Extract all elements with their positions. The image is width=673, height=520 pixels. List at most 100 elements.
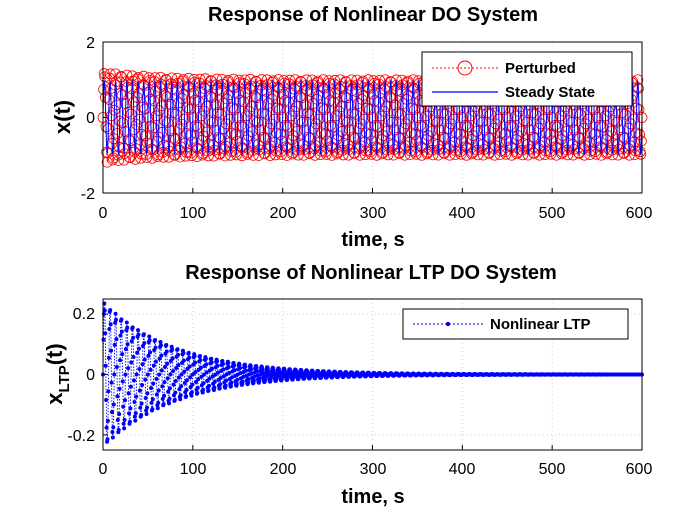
nonlinear-ltp-point bbox=[103, 363, 108, 368]
nonlinear-ltp-point bbox=[184, 394, 189, 399]
nonlinear-ltp-point bbox=[167, 396, 172, 401]
bottom-xtick-label: 500 bbox=[539, 461, 566, 478]
nonlinear-ltp-point bbox=[157, 356, 162, 361]
nonlinear-ltp-point bbox=[113, 320, 118, 325]
nonlinear-ltp-point bbox=[142, 357, 147, 362]
nonlinear-ltp-point bbox=[195, 385, 200, 390]
nonlinear-ltp-point bbox=[170, 347, 175, 352]
nonlinear-ltp-point bbox=[148, 367, 153, 372]
nonlinear-ltp-point bbox=[134, 394, 139, 399]
bottom-xtick-label: 300 bbox=[360, 461, 387, 478]
top-xtick-label: 500 bbox=[539, 205, 566, 222]
legend-steady-state-label: Steady State bbox=[505, 84, 595, 101]
nonlinear-ltp-point bbox=[160, 396, 165, 401]
bottom-xtick-label: 600 bbox=[626, 461, 653, 478]
nonlinear-ltp-point bbox=[207, 383, 211, 388]
nonlinear-ltp-point bbox=[243, 364, 248, 369]
perturbed-point bbox=[138, 70, 150, 82]
nonlinear-ltp-point bbox=[116, 427, 121, 432]
nonlinear-ltp-point bbox=[263, 374, 268, 379]
nonlinear-ltp-point bbox=[148, 350, 153, 355]
nonlinear-ltp-point bbox=[104, 398, 109, 403]
nonlinear-ltp-point bbox=[108, 308, 113, 313]
nonlinear-ltp-point bbox=[111, 402, 116, 407]
nonlinear-ltp-point bbox=[142, 341, 147, 346]
nonlinear-ltp-point bbox=[277, 370, 282, 375]
top-xtick-label: 300 bbox=[360, 205, 387, 222]
nonlinear-ltp-point bbox=[140, 344, 145, 349]
nonlinear-ltp-point bbox=[161, 402, 166, 407]
nonlinear-ltp-point bbox=[252, 374, 257, 379]
nonlinear-ltp-point bbox=[122, 417, 127, 422]
nonlinear-ltp-point bbox=[204, 362, 209, 367]
bottom-legend-box bbox=[402, 308, 629, 340]
nonlinear-ltp-point bbox=[136, 328, 141, 333]
nonlinear-ltp-point bbox=[110, 430, 115, 435]
nonlinear-ltp-point bbox=[246, 380, 251, 385]
nonlinear-ltp-point bbox=[229, 375, 234, 380]
nonlinear-ltp-point bbox=[145, 391, 150, 396]
bottom-xtick-label: 400 bbox=[449, 461, 476, 478]
top-xtick-label: 0 bbox=[99, 205, 108, 222]
nonlinear-ltp-point bbox=[251, 378, 256, 383]
nonlinear-ltp-point bbox=[199, 374, 204, 379]
nonlinear-ltp-point bbox=[192, 354, 197, 359]
nonlinear-ltp-point bbox=[129, 360, 134, 365]
nonlinear-ltp-point bbox=[114, 337, 119, 342]
perturbed-point bbox=[113, 155, 124, 166]
nonlinear-ltp-point bbox=[159, 353, 164, 358]
nonlinear-ltp-point bbox=[249, 367, 254, 372]
top-chart-title: Response of Nonlinear DO System bbox=[208, 4, 538, 26]
nonlinear-ltp-point bbox=[110, 435, 115, 440]
nonlinear-ltp-point bbox=[215, 370, 220, 375]
nonlinear-ltp-point bbox=[137, 388, 142, 393]
nonlinear-ltp-point bbox=[201, 381, 206, 386]
nonlinear-ltp-point bbox=[177, 387, 182, 392]
nonlinear-ltp-point bbox=[131, 378, 136, 383]
nonlinear-ltp-point bbox=[215, 363, 220, 368]
nonlinear-ltp-point bbox=[187, 355, 192, 360]
top-subplot: Response of Nonlinear DO System 0 100 20… bbox=[50, 4, 652, 251]
nonlinear-ltp-point bbox=[102, 308, 107, 313]
bottom-y-ticks: 0.2 0 -0.2 bbox=[67, 306, 95, 445]
nonlinear-ltp-point bbox=[150, 407, 155, 412]
nonlinear-ltp-point bbox=[144, 411, 149, 416]
nonlinear-ltp-point bbox=[114, 365, 119, 370]
bottom-data-layer bbox=[101, 301, 644, 445]
nonlinear-ltp-point bbox=[226, 361, 231, 366]
nonlinear-ltp-point bbox=[218, 376, 223, 381]
nonlinear-ltp-point bbox=[165, 361, 170, 366]
bottom-chart-title: Response of Nonlinear LTP DO System bbox=[185, 262, 557, 284]
nonlinear-ltp-point bbox=[117, 386, 122, 391]
nonlinear-ltp-point bbox=[173, 379, 178, 384]
nonlinear-ltp-point bbox=[198, 365, 203, 370]
perturbed-point bbox=[110, 68, 121, 80]
nonlinear-ltp-point bbox=[109, 348, 114, 353]
nonlinear-ltp-point bbox=[182, 369, 187, 374]
nonlinear-ltp-point bbox=[246, 377, 251, 382]
nonlinear-ltp-point bbox=[188, 375, 193, 380]
nonlinear-ltp-point bbox=[137, 367, 142, 372]
nonlinear-ltp-point bbox=[212, 379, 217, 384]
nonlinear-ltp-point bbox=[206, 388, 211, 393]
top-ytick-label: 0 bbox=[86, 110, 95, 127]
nonlinear-ltp-point bbox=[133, 411, 138, 416]
nonlinear-ltp-point bbox=[179, 372, 184, 377]
nonlinear-ltp-point bbox=[154, 392, 159, 397]
nonlinear-ltp-point bbox=[198, 358, 203, 363]
nonlinear-ltp-point bbox=[132, 414, 137, 419]
nonlinear-ltp-point bbox=[127, 411, 132, 416]
top-axes-box bbox=[102, 41, 643, 194]
nonlinear-ltp-point bbox=[119, 329, 124, 334]
nonlinear-ltp-point bbox=[115, 394, 120, 399]
nonlinear-ltp-point bbox=[170, 356, 175, 361]
nonlinear-ltp-point bbox=[209, 356, 214, 361]
nonlinear-ltp-point bbox=[123, 347, 128, 352]
ylabel-suffix: (t) bbox=[42, 343, 67, 365]
nonlinear-ltp-point bbox=[126, 366, 131, 371]
nonlinear-ltp-point bbox=[167, 401, 172, 406]
nonlinear-ltp-point bbox=[218, 382, 223, 387]
nonlinear-ltp-point bbox=[164, 349, 169, 354]
nonlinear-ltp-point bbox=[234, 382, 239, 386]
top-xtick-label: 400 bbox=[449, 205, 476, 222]
